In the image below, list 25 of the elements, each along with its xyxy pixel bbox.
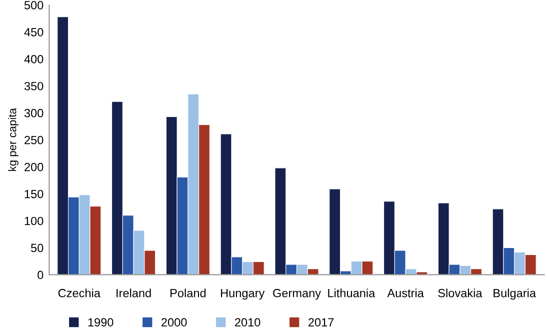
x-tick-label: Poland bbox=[170, 288, 206, 298]
x-tick-label: Bulgaria bbox=[494, 288, 536, 300]
y-tick-label: 0 bbox=[38, 270, 44, 280]
y-tick-label: 500 bbox=[24, 1, 44, 10]
legend-label: 2010 bbox=[235, 318, 260, 326]
y-tick-label: 150 bbox=[24, 190, 44, 198]
y-tick-label: 300 bbox=[24, 108, 44, 118]
x-tick-label: Slovakia bbox=[438, 288, 482, 298]
legend-label: 2017 bbox=[308, 318, 334, 326]
x-tick-label: Austria bbox=[387, 288, 424, 298]
y-tick-label: 350 bbox=[24, 82, 44, 90]
y-axis-title: kg per capita bbox=[8, 108, 18, 171]
y-tick-label: 400 bbox=[24, 54, 44, 64]
y-tick-label: 50 bbox=[31, 244, 44, 252]
x-tick-label: Germany bbox=[273, 288, 321, 300]
x-tick-label: Hungary bbox=[221, 289, 265, 300]
y-tick-label: 250 bbox=[24, 136, 44, 144]
x-tick-label: Ireland bbox=[116, 288, 151, 298]
x-tick-label: Lithuania bbox=[328, 288, 376, 298]
y-tick-label: 450 bbox=[24, 28, 44, 36]
y-tick-label: 100 bbox=[24, 216, 44, 226]
y-tick-label: 200 bbox=[24, 162, 44, 172]
x-tick-label: Czechia bbox=[58, 288, 100, 298]
legend-label: 1990 bbox=[88, 318, 114, 326]
legend-label: 2000 bbox=[162, 318, 187, 326]
